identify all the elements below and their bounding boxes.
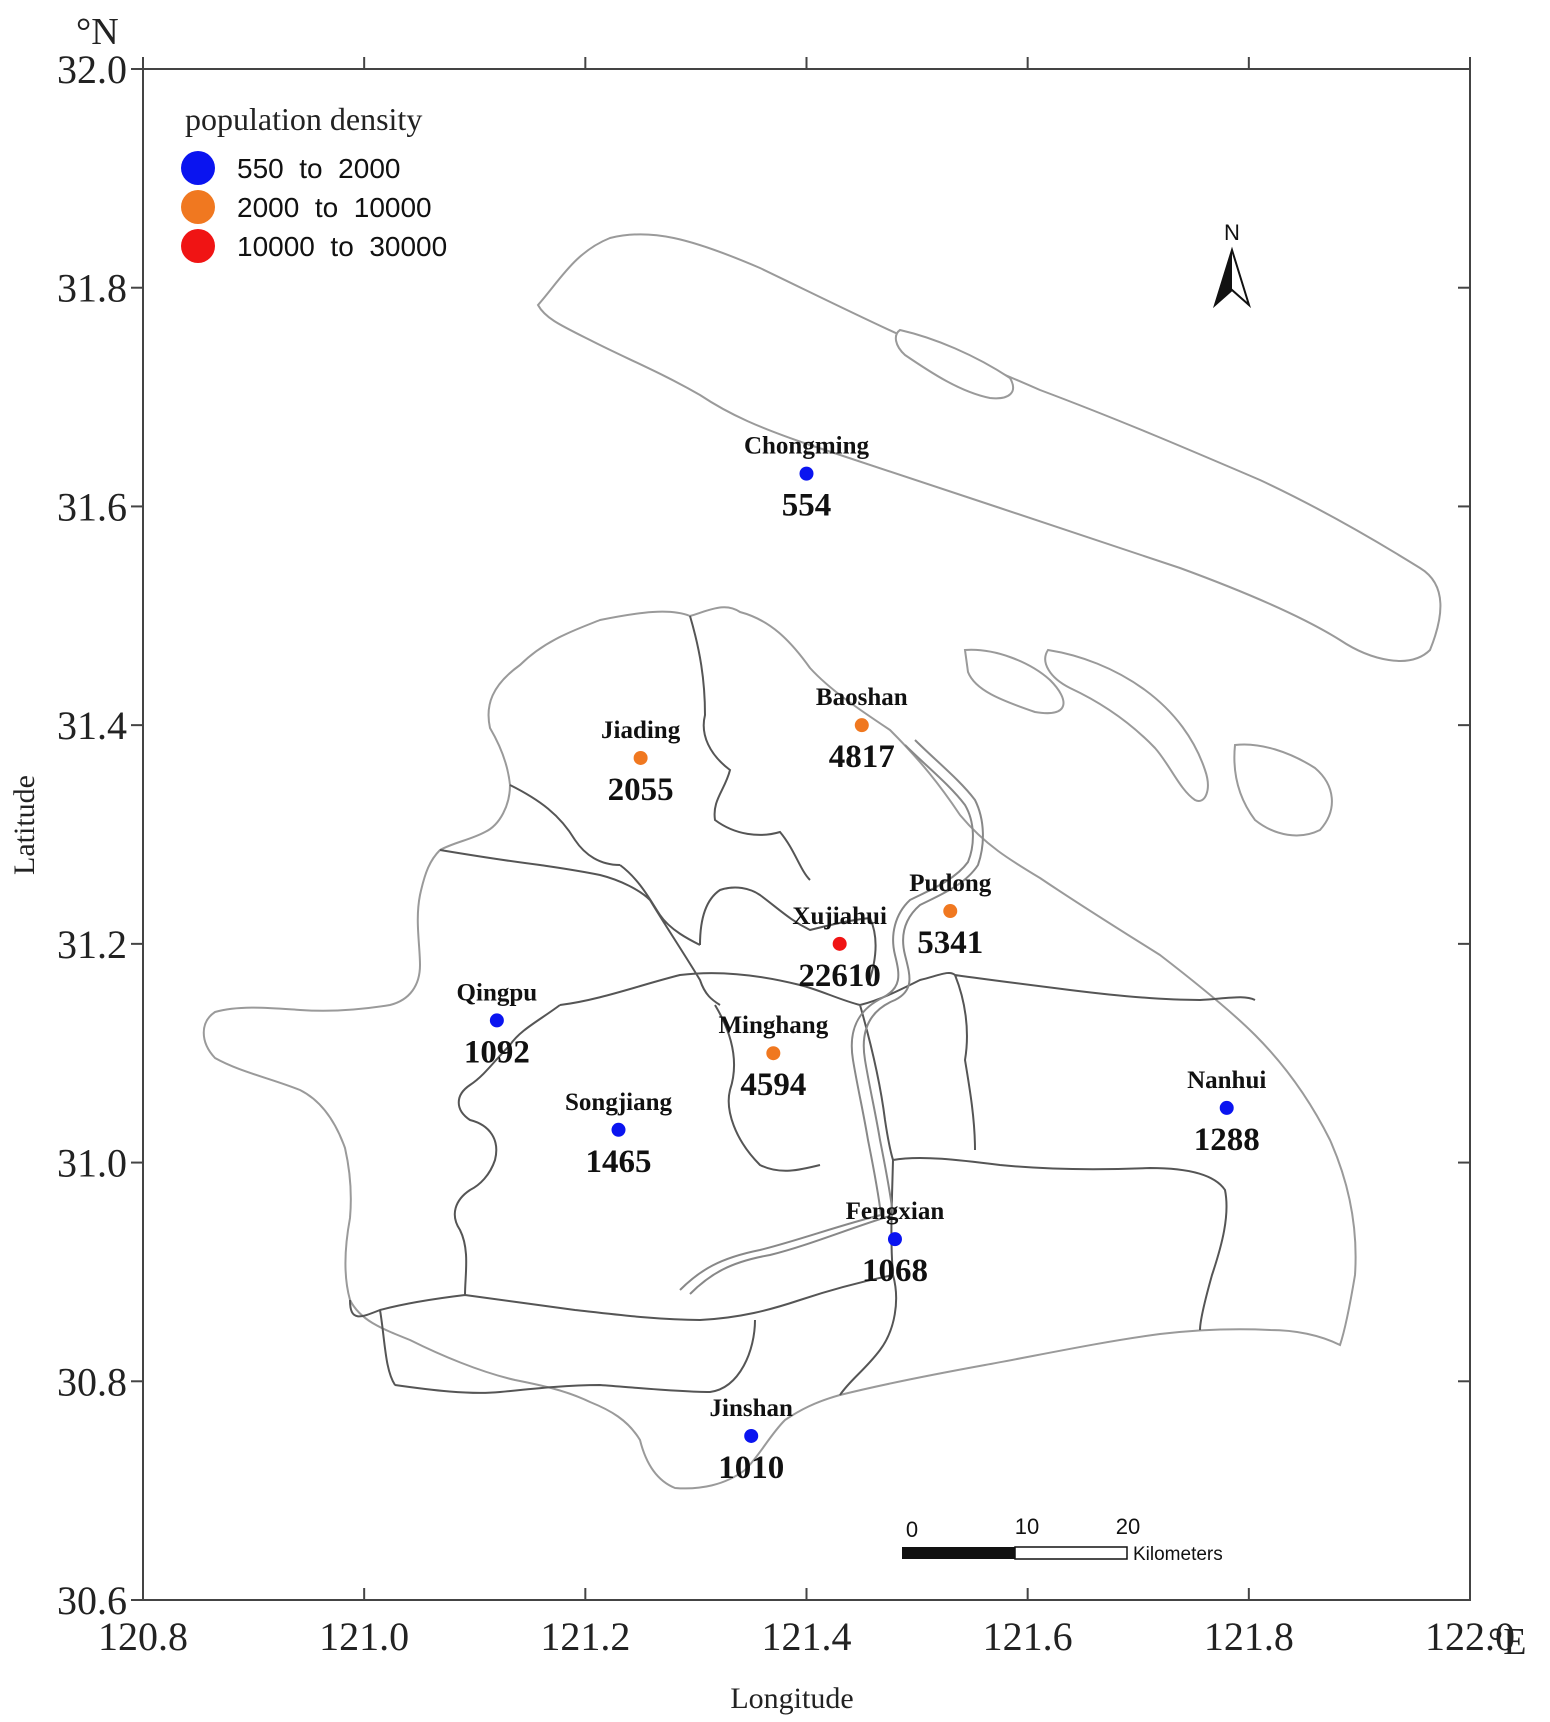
north-arrow-label: N: [1224, 220, 1240, 245]
huangpu-river-south: [679, 1214, 894, 1295]
label-name-songjiang: Songjiang: [565, 1089, 672, 1116]
marker-qingpu: [489, 1013, 504, 1028]
x-tick-label-6: 122.0: [1425, 1614, 1515, 1659]
mainland-outline: [202, 606, 1357, 1490]
label-value-xujiahui: 22610: [798, 958, 881, 994]
lon-unit-label: °E: [1488, 1621, 1526, 1663]
y-tick-label-4: 31.2: [57, 922, 127, 967]
district-markers: Chongming 554 Jiading 2055 Baoshan 4817 Pudong…: [457, 433, 1267, 1486]
label-name-baoshan: Baoshan: [816, 684, 908, 711]
label-value-songjiang: 1465: [586, 1144, 652, 1180]
x-tick-label-1: 121.0: [319, 1614, 409, 1659]
marker-jinshan: [744, 1428, 759, 1443]
label-name-chongming: Chongming: [744, 433, 870, 460]
scale-bar-label-0: 0: [906, 1517, 918, 1542]
district-boundaries: [349, 615, 1256, 1396]
lat-unit-label: °N: [76, 11, 119, 53]
y-tick-label-6: 30.8: [57, 1359, 127, 1404]
legend-swatch-2: [181, 229, 215, 263]
marker-minghang: [766, 1046, 781, 1061]
scale-bar-label-20: 20: [1116, 1514, 1140, 1539]
island-middle: [963, 648, 1065, 715]
island-mid-east: [1044, 648, 1209, 802]
label-value-jiading: 2055: [608, 772, 674, 808]
label-value-chongming: 554: [782, 488, 832, 524]
y-tick-label-2: 31.6: [57, 484, 127, 529]
label-name-minghang: Minghang: [718, 1012, 828, 1039]
marker-songjiang: [611, 1122, 626, 1137]
label-value-nanhui: 1288: [1194, 1122, 1260, 1158]
y-tick-label-3: 31.4: [57, 703, 127, 748]
marker-chongming: [799, 466, 814, 481]
island-north: [894, 328, 1015, 400]
label-name-qingpu: Qingpu: [457, 979, 538, 1006]
legend-label-0: 550 to 2000: [237, 153, 400, 184]
y-axis-title: Latitude: [8, 775, 41, 875]
legend-label-2: 10000 to 30000: [237, 231, 447, 262]
label-name-jinshan: Jinshan: [710, 1395, 793, 1422]
label-value-minghang: 4594: [740, 1067, 806, 1103]
scale-bar-unit: Kilometers: [1133, 1544, 1223, 1565]
y-tick-label-7: 30.6: [57, 1578, 127, 1623]
chongming-island: [536, 233, 1442, 662]
north-arrow-icon: [1212, 246, 1252, 309]
label-value-jinshan: 1010: [718, 1450, 784, 1486]
marker-nanhui: [1219, 1100, 1234, 1115]
x-tick-label-2: 121.2: [540, 1614, 630, 1659]
x-axis-title: Longitude: [730, 1682, 853, 1715]
label-value-baoshan: 4817: [829, 739, 895, 775]
y-tick-label-1: 31.8: [57, 266, 127, 311]
label-value-pudong: 5341: [917, 925, 983, 961]
label-name-jiading: Jiading: [601, 717, 681, 744]
x-tick-label-0: 120.8: [98, 1614, 188, 1659]
label-value-qingpu: 1092: [464, 1034, 530, 1070]
marker-pudong: [943, 904, 958, 919]
marker-fengxian: [887, 1232, 902, 1247]
x-tick-label-4: 121.6: [983, 1614, 1073, 1659]
island-east: [1233, 743, 1333, 837]
label-value-fengxian: 1068: [862, 1253, 928, 1289]
label-name-xujiahui: Xujiahui: [792, 903, 887, 930]
label-name-pudong: Pudong: [909, 870, 991, 897]
legend-swatch-1: [181, 190, 215, 224]
legend-title: population density: [185, 101, 422, 137]
legend-swatch-0: [181, 151, 215, 185]
marker-jiading: [633, 750, 648, 765]
huangpu-river: [862, 739, 984, 1216]
x-tick-label-3: 121.4: [762, 1614, 852, 1659]
axis-ticks: 120.8 121.0 121.2 121.4 121.6 121.8 122.0 32.0 3…: [57, 47, 1515, 1659]
label-name-fengxian: Fengxian: [846, 1198, 945, 1225]
marker-xujiahui: [832, 936, 847, 951]
y-tick-label-5: 31.0: [57, 1141, 127, 1186]
marker-baoshan: [854, 718, 869, 733]
label-name-nanhui: Nanhui: [1187, 1067, 1266, 1094]
huangpu-river-bank: [850, 744, 974, 1216]
legend-label-1: 2000 to 10000: [237, 192, 432, 223]
legend: population density 550 to 2000 2000 to 1…: [181, 101, 447, 263]
scale-bar: [902, 1546, 1128, 1560]
y-tick-label-0: 32.0: [57, 47, 127, 92]
x-tick-label-5: 121.8: [1204, 1614, 1294, 1659]
scale-bar-label-10: 10: [1015, 1514, 1039, 1539]
